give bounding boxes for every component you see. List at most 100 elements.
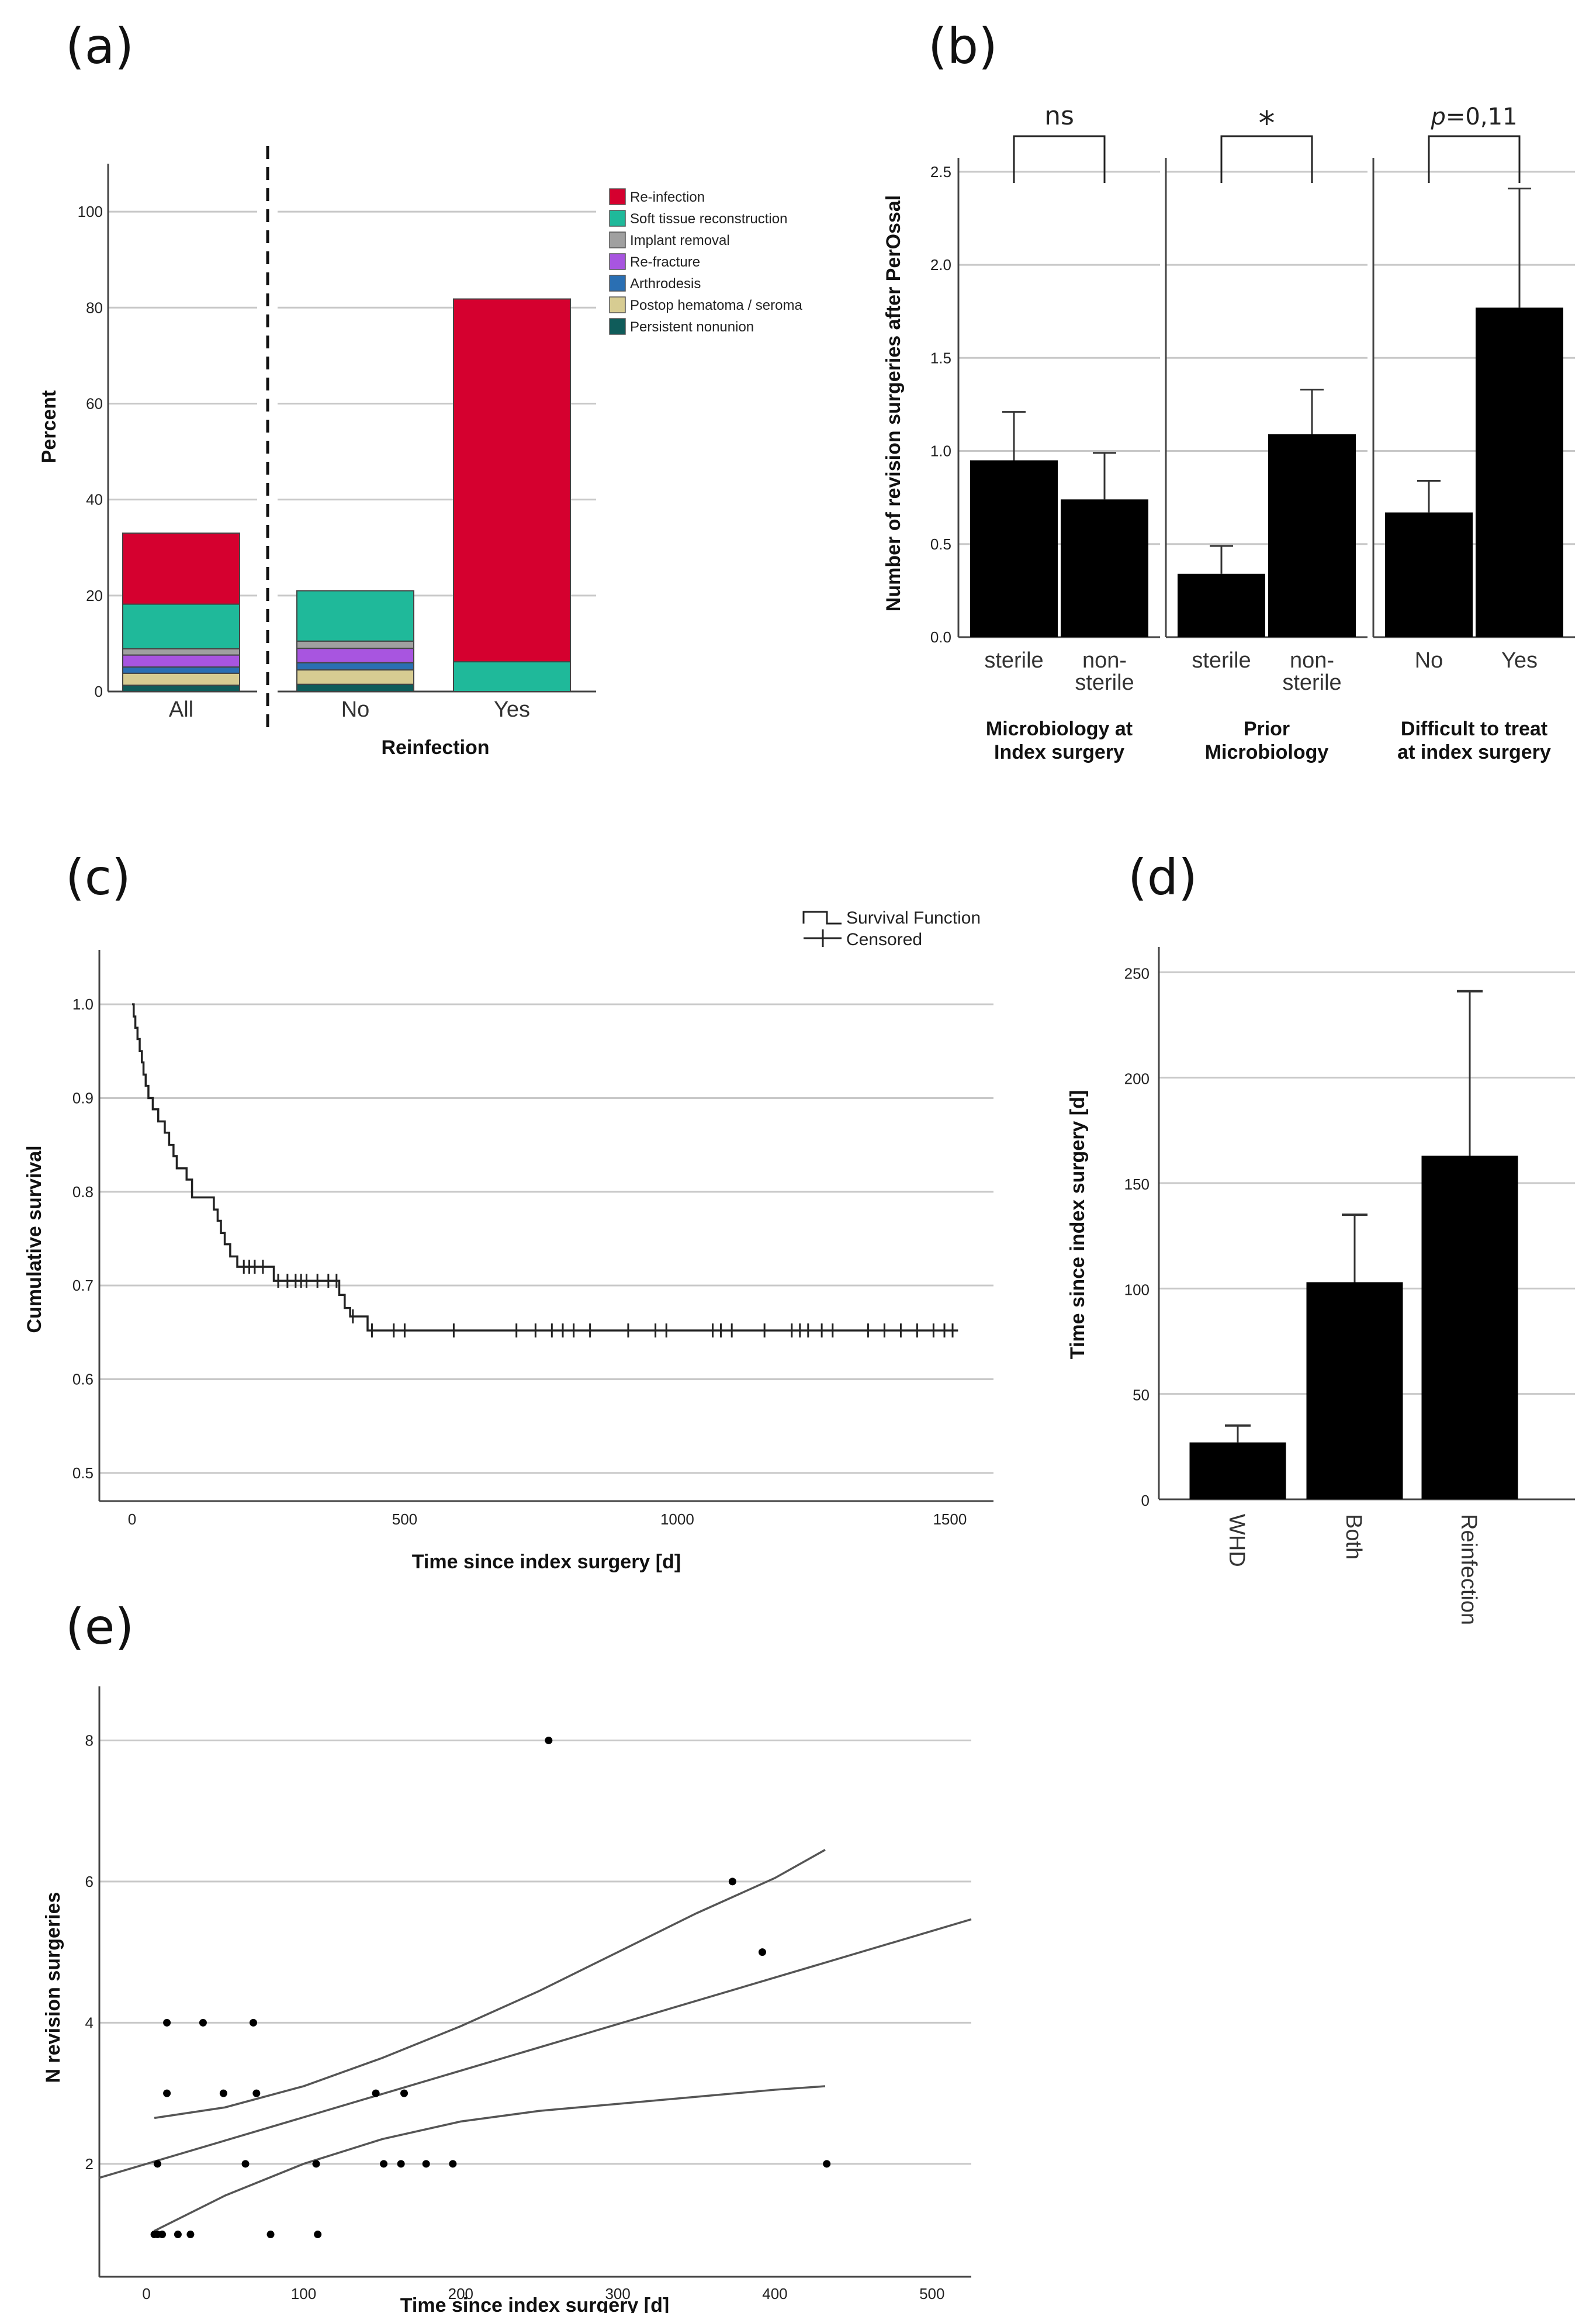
e-data-point [758, 1948, 766, 1956]
panel-letter-d: (d) [1128, 849, 1197, 906]
a-bar-segment [296, 662, 414, 671]
d-y-tick-label: 200 [1124, 1070, 1150, 1088]
d-bar [1421, 1156, 1518, 1499]
c-y-tick-label: 0.5 [72, 1464, 94, 1482]
c-y-tick-label: 0.9 [72, 1089, 94, 1107]
a-bar-segment [122, 672, 240, 686]
panel-letter-e: (e) [65, 1598, 134, 1655]
b-x-tick-label: sterile [1075, 670, 1134, 695]
a-y-tick-label: 0 [95, 683, 103, 700]
a-y-tick-label: 40 [86, 491, 103, 509]
e-data-point [397, 2160, 405, 2168]
panel-letter-a: (a) [65, 18, 134, 75]
b-significance-label: p=0,11 [1431, 103, 1518, 130]
e-x-tick-label: 400 [762, 2285, 787, 2302]
a-legend-swatch [609, 253, 626, 270]
e-data-point [186, 2231, 195, 2239]
d-bar [1306, 1282, 1403, 1499]
a-legend-label: Soft tissue reconstruction [630, 211, 787, 227]
e-data-point [266, 2231, 275, 2239]
b-y-tick-label: 2.5 [930, 163, 951, 181]
b-x-tick-label: sterile [1192, 648, 1251, 673]
e-y-tick-label: 2 [85, 2155, 94, 2173]
e-data-point [163, 2018, 171, 2027]
e-data-point [163, 2089, 171, 2097]
b-y-tick-label: 0.0 [930, 628, 951, 646]
chart-d-bars: 0 50 100 150 200 250 Time since index surgery … [1067, 947, 1575, 1625]
e-data-point [158, 2231, 167, 2239]
a-x-tick-label: All [169, 697, 193, 722]
e-x-tick-label: 100 [291, 2285, 316, 2302]
d-y-tick-label: 50 [1133, 1387, 1150, 1404]
chart-b-grouped-bars: Number of revision surgeries after PerOs… [882, 101, 1575, 763]
b-bar [970, 460, 1058, 637]
e-data-point [823, 2160, 831, 2168]
e-x-tick-label: 500 [919, 2285, 944, 2302]
e-y-tick-label: 6 [85, 1873, 94, 1890]
e-y-axis-title: N revision surgeries [42, 1892, 64, 2083]
c-x-tick-label: 1500 [933, 1510, 967, 1528]
a-legend: Re-infection Soft tissue reconstruction Im… [609, 188, 802, 335]
e-ci-lower [154, 2085, 826, 2232]
a-bar-segment [122, 684, 240, 692]
a-bar-segment [122, 666, 240, 674]
e-data-point [174, 2231, 182, 2239]
b-significance-label: * [1259, 105, 1275, 143]
c-x-tick-label: 500 [392, 1510, 417, 1528]
e-data-point [199, 2018, 207, 2027]
a-bar-segment [296, 590, 414, 642]
e-fit-line [99, 1918, 972, 2179]
c-legend-label: Survival Function [846, 908, 981, 928]
e-data-point [545, 1736, 553, 1744]
b-significance-bracket [1013, 135, 1106, 183]
e-x-tick-label: 300 [605, 2285, 630, 2302]
a-bar-segment [122, 533, 240, 605]
b-bar [1385, 512, 1473, 637]
d-y-axis-title: Time since index surgery [d] [1067, 1090, 1089, 1359]
chart-c-survival-curve: 0.5 0.6 0.7 0.8 0.9 1.0 0 500 1000 1500 Time since… [23, 908, 993, 1573]
b-x-tick-label: sterile [984, 648, 1043, 673]
c-y-tick-label: 0.6 [72, 1371, 94, 1388]
a-y-tick-label: 20 [86, 587, 103, 604]
e-data-point [728, 1878, 736, 1886]
b-bar [1476, 307, 1563, 637]
e-data-point [372, 2089, 380, 2097]
e-data-point [380, 2160, 388, 2168]
b-y-tick-label: 1.0 [930, 442, 951, 460]
d-x-tick-label: WHD [1224, 1514, 1249, 1567]
b-group-title: Prior [1244, 718, 1290, 740]
a-legend-swatch [609, 296, 626, 313]
b-bar [1061, 499, 1148, 637]
b-significance-bracket [1428, 135, 1521, 183]
a-bar-segment [122, 654, 240, 668]
b-group-title: Microbiology [1205, 741, 1329, 763]
a-y-tick-label: 60 [86, 395, 103, 412]
e-data-point [314, 2231, 322, 2239]
c-x-tick-label: 0 [128, 1510, 136, 1528]
a-bar-segment [296, 669, 414, 685]
panel-letter-c: (c) [65, 849, 131, 906]
e-data-point [449, 2160, 457, 2168]
a-bar-segment [296, 648, 414, 663]
b-x-tick-label: Yes [1501, 648, 1538, 673]
e-y-tick-label: 8 [85, 1731, 94, 1749]
a-legend-swatch [609, 188, 626, 205]
b-group-title: Difficult to treat [1401, 718, 1547, 740]
b-x-tick-label: sterile [1282, 670, 1341, 695]
e-x-axis-title: Time since index surgery [d] [400, 2294, 669, 2313]
a-x-tick-label: Yes [494, 697, 530, 722]
e-x-tick-label: 200 [448, 2285, 473, 2302]
a-legend-swatch [609, 210, 626, 227]
b-significance-bracket [1220, 135, 1313, 183]
b-y-tick-label: 1.5 [930, 349, 951, 367]
c-survival-curve [131, 1003, 958, 1332]
a-group-label: Reinfection [381, 737, 489, 759]
b-y-tick-label: 2.0 [930, 256, 951, 274]
c-y-tick-label: 1.0 [72, 995, 94, 1013]
a-bar-segment [453, 298, 571, 663]
a-legend-label: Postop hematoma / seroma [630, 298, 802, 313]
b-y-tick-label: 0.5 [930, 535, 951, 553]
e-data-point [241, 2160, 250, 2168]
a-legend-swatch [609, 275, 626, 292]
